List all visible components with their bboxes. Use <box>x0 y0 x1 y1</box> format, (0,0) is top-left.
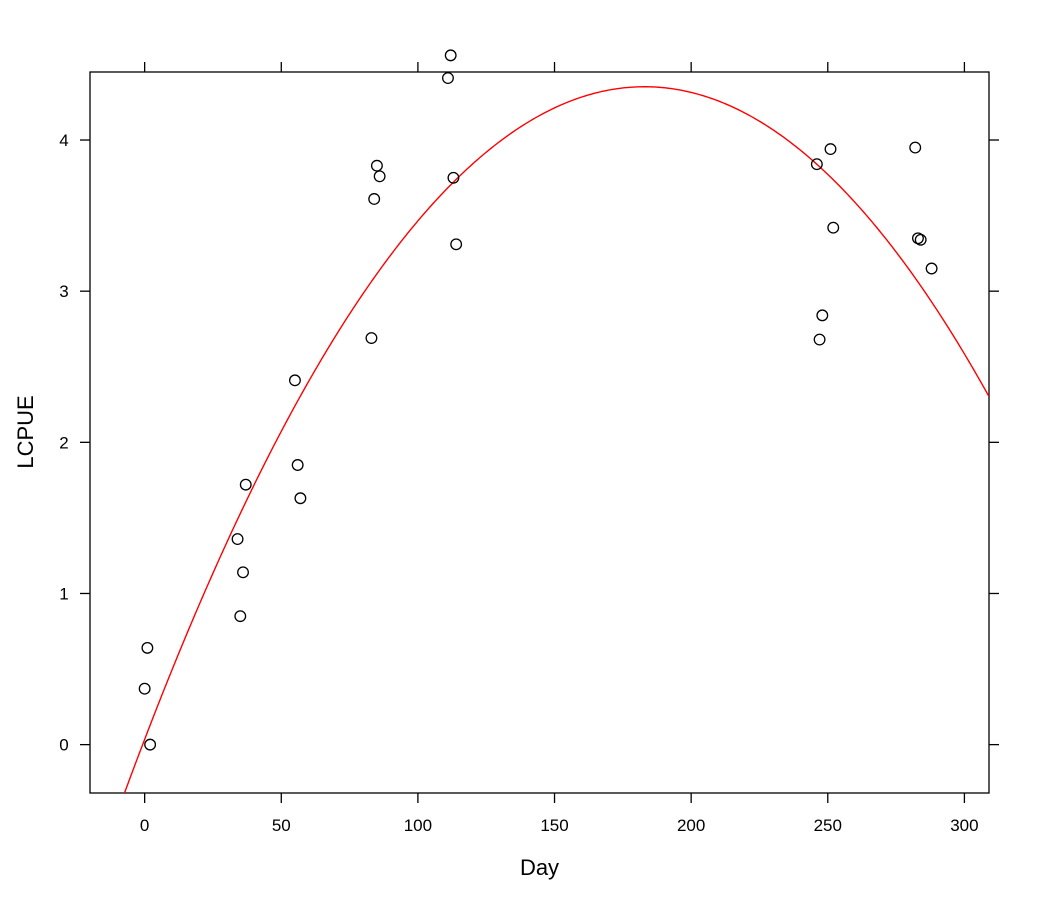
data-point <box>442 72 454 84</box>
data-point <box>231 533 244 546</box>
x-tick-label: 250 <box>814 816 842 835</box>
data-point <box>447 171 460 184</box>
x-axis: 0 50 100 150 200 250 300 <box>140 62 979 835</box>
x-tick-label: 100 <box>404 816 432 835</box>
data-point <box>810 158 823 171</box>
y-tick-label: 3 <box>59 282 68 301</box>
data-point <box>827 221 840 234</box>
y-axis-title: LCPUE <box>13 395 38 468</box>
data-point <box>373 170 386 183</box>
data-point <box>914 233 927 246</box>
data-point <box>370 159 383 172</box>
data-point <box>291 459 304 471</box>
x-axis-title: Day <box>520 855 559 880</box>
y-tick-label: 4 <box>59 131 68 150</box>
data-point <box>144 738 157 751</box>
data-point <box>365 332 378 344</box>
data-point <box>813 333 826 346</box>
x-tick-label: 50 <box>272 816 291 835</box>
data-point <box>294 492 307 505</box>
data-point <box>288 374 301 387</box>
data-point <box>138 682 151 695</box>
data-point <box>824 143 837 156</box>
x-tick-label: 300 <box>950 816 978 835</box>
data-point <box>450 238 463 251</box>
data-point <box>368 193 381 205</box>
y-axis: 0 1 2 3 4 <box>59 131 999 755</box>
plot-frame <box>89 71 990 794</box>
data-point <box>925 262 938 275</box>
y-tick-label: 2 <box>59 433 68 452</box>
y-tick-label: 0 <box>59 736 68 755</box>
fit-curve <box>123 86 989 793</box>
data-point <box>237 566 249 579</box>
data-point <box>141 641 154 654</box>
x-tick-label: 200 <box>677 816 705 835</box>
data-point <box>444 49 457 62</box>
y-tick-label: 1 <box>59 584 68 603</box>
x-tick-label: 0 <box>140 816 149 835</box>
data-point <box>239 478 252 491</box>
data-point <box>234 610 247 623</box>
data-point <box>909 141 922 154</box>
data-point <box>816 309 829 322</box>
data-points <box>138 49 938 751</box>
x-tick-label: 150 <box>540 816 568 835</box>
